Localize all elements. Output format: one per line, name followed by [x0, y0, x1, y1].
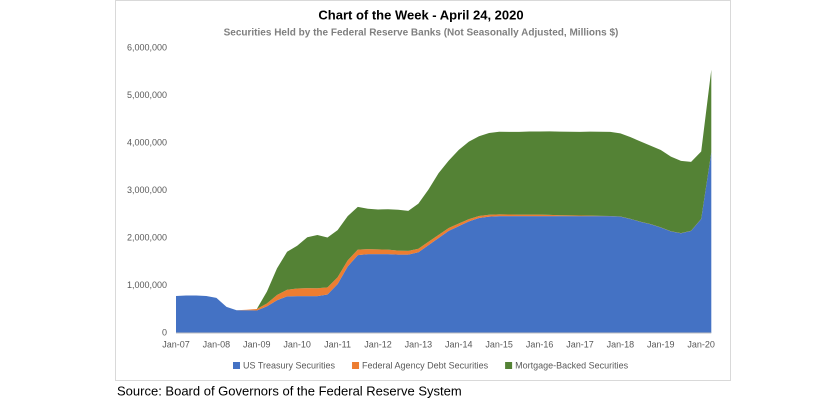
y-tick-label: 0: [162, 327, 167, 337]
x-tick-label: Jan-10: [283, 339, 311, 349]
x-tick-label: Jan-09: [243, 339, 271, 349]
legend-label: Federal Agency Debt Securities: [362, 360, 489, 370]
chart-title: Chart of the Week - April 24, 2020: [318, 7, 523, 22]
x-tick-label: Jan-20: [687, 339, 715, 349]
x-tick-label: Jan-08: [203, 339, 231, 349]
legend-label: Mortgage-Backed Securities: [515, 360, 629, 370]
source-note: Source: Board of Governors of the Federa…: [117, 383, 462, 398]
x-tick-label: Jan-18: [607, 339, 635, 349]
y-tick-label: 3,000,000: [127, 185, 167, 195]
y-tick-label: 2,000,000: [127, 232, 167, 242]
y-tick-label: 6,000,000: [127, 42, 167, 52]
y-tick-label: 5,000,000: [127, 90, 167, 100]
x-tick-label: Jan-19: [647, 339, 675, 349]
area-series: [176, 152, 712, 333]
x-tick-label: Jan-16: [526, 339, 554, 349]
x-tick-label: Jan-11: [324, 339, 351, 349]
chart-subtitle: Securities Held by the Federal Reserve B…: [224, 28, 619, 39]
legend-swatch: [505, 362, 513, 369]
x-tick-label: Jan-14: [445, 339, 473, 349]
x-tick-label: Jan-15: [485, 339, 513, 349]
x-tick-label: Jan-12: [364, 339, 392, 349]
legend-label: US Treasury Securities: [243, 360, 336, 370]
area-series: [176, 69, 712, 311]
legend-swatch: [352, 362, 360, 369]
x-tick-label: Jan-13: [405, 339, 433, 349]
x-tick-label: Jan-17: [566, 339, 594, 349]
x-tick-label: Jan-07: [162, 339, 190, 349]
legend-swatch: [233, 362, 240, 369]
y-tick-label: 4,000,000: [127, 137, 167, 147]
y-tick-label: 1,000,000: [127, 280, 167, 290]
